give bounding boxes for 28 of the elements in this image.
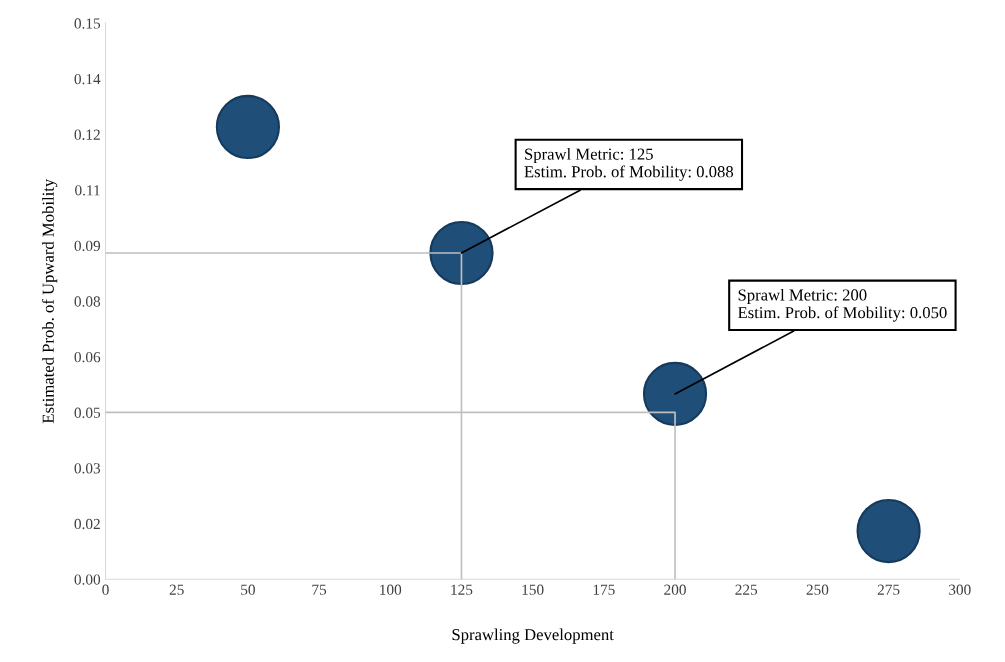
x-tick-label: 150 — [522, 584, 544, 595]
annotation: Sprawl Metric: 125 Estim. Prob. of Mobility: 0.088 — [524, 148, 734, 181]
x-tick-label: 200 — [664, 584, 686, 595]
y-tick-label: 0.08 — [74, 296, 101, 307]
y-tick-label: 0.05 — [74, 407, 101, 418]
y-tick-label: 0.15 — [74, 18, 101, 29]
y-tick-label: 0.06 — [74, 351, 101, 363]
x-tick-label: 175 — [593, 584, 615, 595]
x-tick-label: 125 — [451, 584, 473, 595]
x-axis-title: Sprawling Development — [452, 628, 614, 644]
x-tick-label: 100 — [380, 584, 402, 595]
x-tick-label: 225 — [735, 584, 758, 595]
y-tick-label: 0.12 — [74, 129, 100, 140]
y-tick-label: 0.14 — [74, 73, 101, 85]
y-tick-label: 0.00 — [74, 574, 101, 585]
x-tick-label: 275 — [877, 584, 900, 595]
x-tick-label: 300 — [949, 584, 971, 595]
x-tick-label: 25 — [169, 584, 184, 595]
y-tick-label: 0.02 — [74, 518, 100, 530]
annotation: Sprawl Metric: 200 Estim. Prob. of Mobility: 0.050 — [738, 288, 947, 322]
x-tick-label: 250 — [806, 584, 829, 595]
x-tick-label: 0 — [102, 584, 109, 595]
y-axis-title: Estimated Prob. of Upward Mobility — [41, 178, 58, 424]
y-tick-label: 0.09 — [74, 240, 101, 252]
x-tick-label: 75 — [312, 584, 327, 595]
y-tick-label: 0.11 — [75, 185, 100, 196]
x-tick-label: 50 — [241, 584, 255, 595]
y-tick-label: 0.03 — [74, 463, 101, 474]
